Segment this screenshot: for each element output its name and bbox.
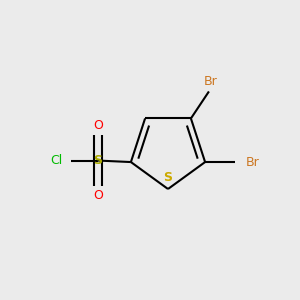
Text: S: S: [93, 154, 102, 167]
Text: Cl: Cl: [50, 154, 62, 167]
Text: Br: Br: [246, 156, 260, 169]
Text: S: S: [164, 171, 172, 184]
Text: Br: Br: [203, 75, 217, 88]
Text: O: O: [93, 119, 103, 132]
Text: O: O: [93, 189, 103, 202]
